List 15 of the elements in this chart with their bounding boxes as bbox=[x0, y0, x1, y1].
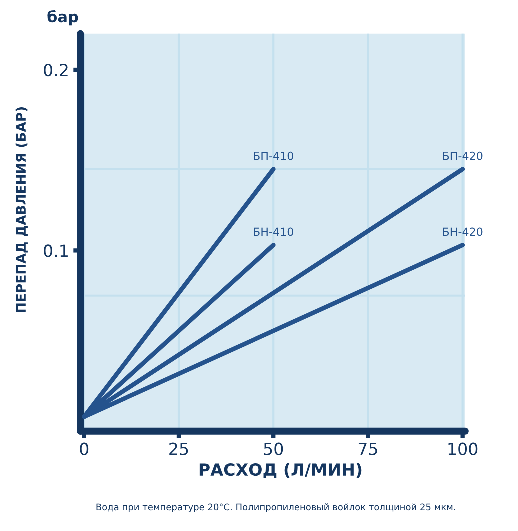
x-tick-label: 50 bbox=[264, 442, 284, 456]
series-label: БП-410 bbox=[254, 152, 294, 160]
y-tick-label: 0.2 bbox=[44, 64, 68, 77]
text: Вода при температуре 20°C. Полипропиленовый войлок толщиной 25 мкм. bbox=[96, 504, 456, 512]
x-tick-label: 25 bbox=[170, 442, 188, 456]
x-axis-title: РАСХОД (Л/МИН) bbox=[200, 463, 362, 478]
x-tick-label: 0 bbox=[80, 442, 89, 456]
series-label: БН-420 bbox=[443, 228, 483, 236]
series-label: БН-410 bbox=[254, 228, 294, 236]
x-tick-label: 75 bbox=[358, 443, 378, 456]
series-label: БП-420 bbox=[443, 152, 483, 160]
x-tick-label: 100 bbox=[448, 442, 478, 456]
y-tick-label: 0.1 bbox=[44, 244, 68, 258]
text: бар bbox=[48, 10, 78, 26]
y-axis-title: ПЕРЕПАД ДАВЛЕНИЯ (БАР) bbox=[16, 108, 28, 312]
